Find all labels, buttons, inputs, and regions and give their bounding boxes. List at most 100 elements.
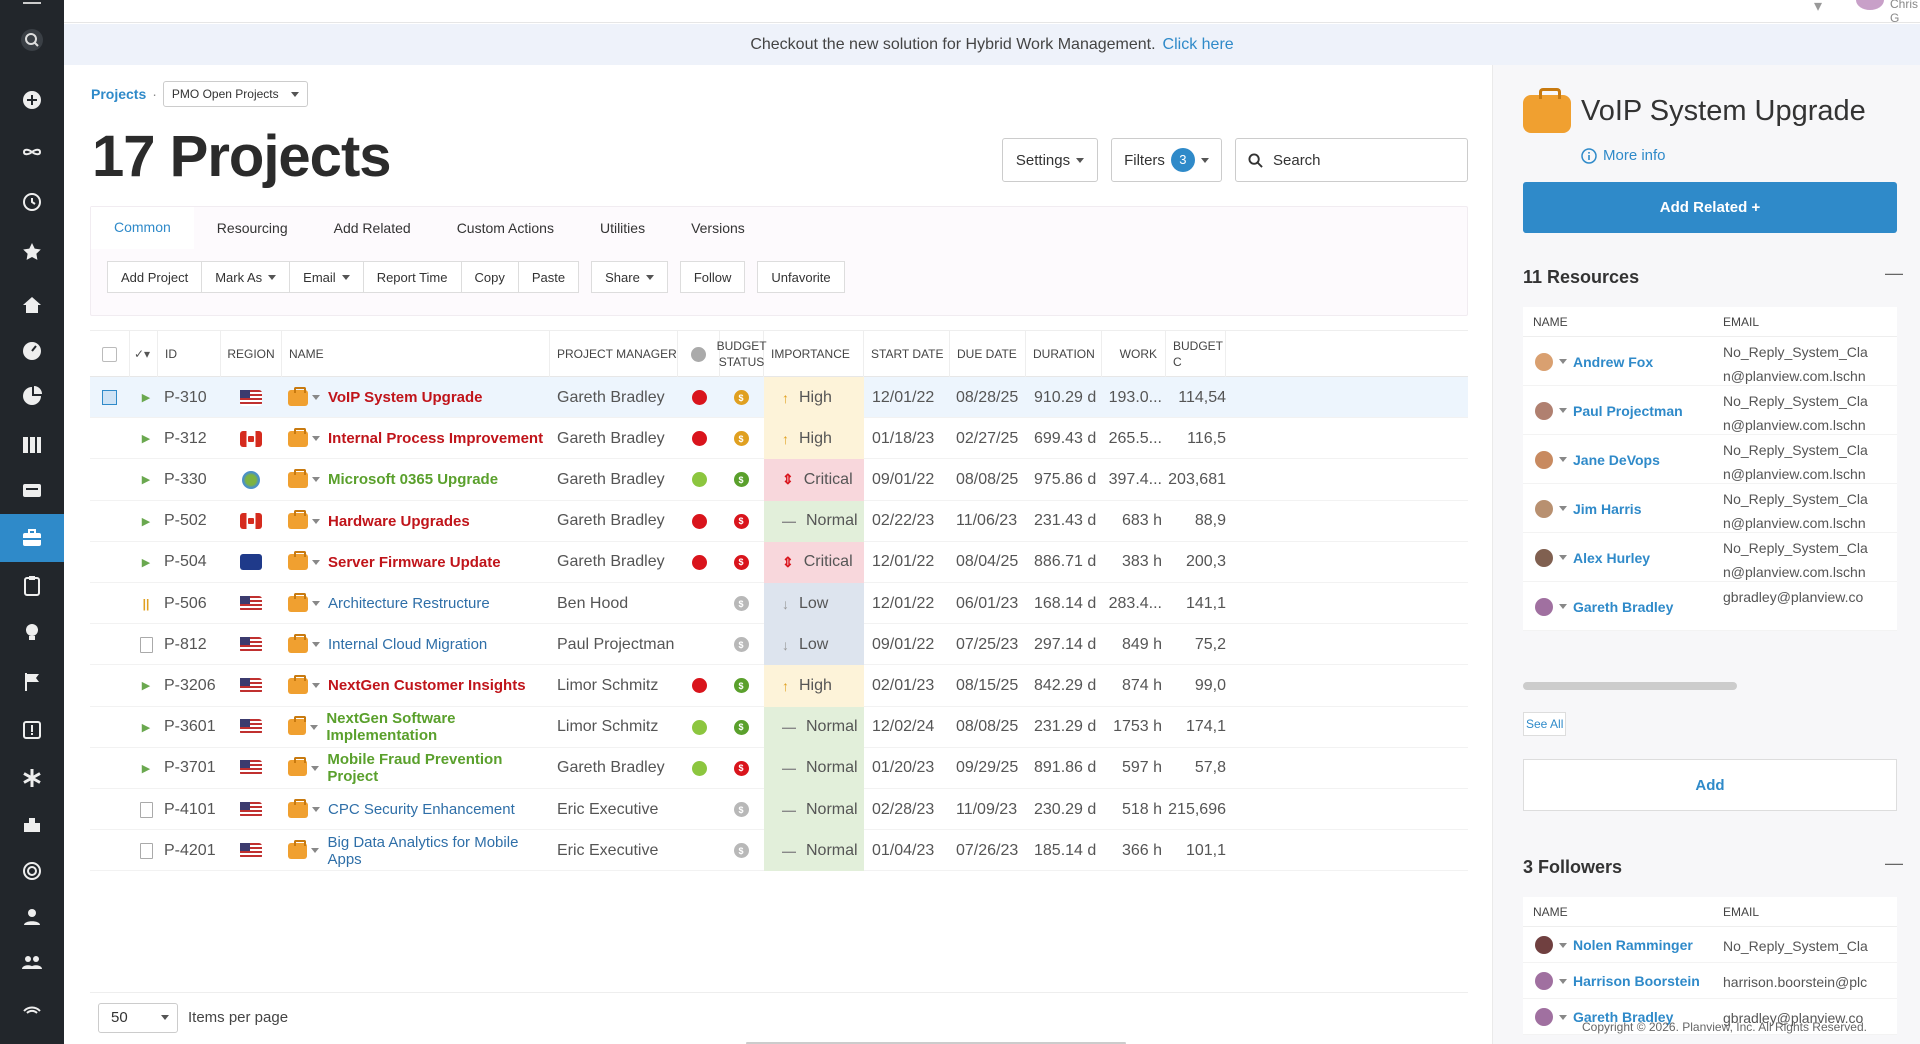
row-marker[interactable]: ▶ bbox=[134, 377, 158, 418]
row-checkbox[interactable] bbox=[90, 830, 130, 871]
row-name[interactable]: NextGen Software Implementation bbox=[288, 707, 550, 748]
add-icon[interactable] bbox=[0, 78, 64, 122]
action-paste-button[interactable]: Paste bbox=[517, 261, 580, 293]
row-name[interactable]: Microsoft 0365 Upgrade bbox=[288, 459, 550, 500]
banner-link[interactable]: Click here bbox=[1162, 35, 1234, 53]
settings-button[interactable]: Settings bbox=[1002, 138, 1098, 182]
row-marker[interactable]: ▶ bbox=[134, 542, 158, 583]
table-row[interactable]: ▶ P-502 Hardware Upgrades Gareth Bradley $ — N… bbox=[90, 500, 1468, 542]
row-marker[interactable] bbox=[134, 624, 158, 665]
list-item[interactable]: Andrew Fox No_Reply_System_Cla n@planview… bbox=[1523, 337, 1897, 386]
table-row[interactable]: ▶ P-330 Microsoft 0365 Upgrade Gareth Bradl… bbox=[90, 459, 1468, 501]
select-all-checkbox[interactable] bbox=[90, 331, 130, 377]
table-row[interactable]: ▶ P-3701 Mobile Fraud Prevention Project Ga… bbox=[90, 747, 1468, 789]
search-icon[interactable] bbox=[0, 18, 64, 62]
list-item[interactable]: Gareth Bradley gbradley@planview.co bbox=[1523, 999, 1897, 1035]
table-row[interactable]: P-4201 Big Data Analytics for Mobile Apps… bbox=[90, 830, 1468, 872]
resources-scrollbar[interactable] bbox=[1523, 682, 1737, 690]
action-add-project-button[interactable]: Add Project bbox=[107, 261, 203, 293]
bell-icon[interactable]: ▾ bbox=[1814, 0, 1823, 15]
table-row[interactable]: ▶ P-3206 NextGen Customer Insights Limor Sc… bbox=[90, 665, 1468, 707]
row-marker[interactable]: || bbox=[134, 583, 158, 624]
row-checkbox[interactable] bbox=[90, 665, 130, 706]
add-related-button[interactable]: Add Related + bbox=[1523, 182, 1897, 233]
row-marker[interactable]: ▶ bbox=[134, 418, 158, 459]
row-name[interactable]: VoIP System Upgrade bbox=[288, 377, 550, 418]
collapse-resources-button[interactable]: — bbox=[1885, 263, 1903, 283]
action-share-button[interactable]: Share bbox=[591, 261, 668, 293]
row-marker[interactable] bbox=[134, 830, 158, 871]
row-marker[interactable] bbox=[134, 789, 158, 830]
col-duration[interactable]: DURATION bbox=[1026, 331, 1102, 377]
person-name-link[interactable]: Andrew Fox bbox=[1573, 353, 1654, 370]
tab-versions[interactable]: Versions bbox=[691, 220, 745, 236]
list-item[interactable]: Jim Harris No_Reply_System_Cla n@planview… bbox=[1523, 484, 1897, 533]
project-name-link[interactable]: Mobile Fraud Prevention Project bbox=[327, 751, 503, 786]
col-importance[interactable]: IMPORTANCE bbox=[764, 331, 864, 377]
person-name-link[interactable]: Alex Hurley bbox=[1573, 549, 1651, 566]
project-name-link[interactable]: Internal Cloud Migration bbox=[328, 636, 488, 654]
col-status[interactable] bbox=[678, 331, 720, 377]
tab-resourcing[interactable]: Resourcing bbox=[216, 220, 288, 236]
col-work[interactable]: WORK bbox=[1102, 331, 1166, 377]
target-icon[interactable] bbox=[0, 849, 64, 893]
project-name-link[interactable]: CPC Security Enhancement bbox=[328, 801, 515, 819]
list-item[interactable]: Gareth Bradley gbradley@planview.co bbox=[1523, 582, 1897, 631]
col-budget-status[interactable]: BUDGET STATUS bbox=[717, 331, 767, 377]
project-name-link[interactable]: NextGen Software Implementation bbox=[326, 710, 456, 745]
project-name-link[interactable]: Server Firmware Update bbox=[328, 553, 501, 571]
row-checkbox[interactable] bbox=[90, 583, 130, 624]
table-row[interactable]: P-812 Internal Cloud Migration Paul Projec… bbox=[90, 624, 1468, 666]
row-name[interactable]: Architecture Restructure bbox=[288, 583, 550, 624]
col-name[interactable]: NAME bbox=[282, 331, 550, 377]
tab-add-related[interactable]: Add Related bbox=[333, 220, 411, 236]
table-row[interactable]: ▶ P-3601 NextGen Software Implementation Li… bbox=[90, 706, 1468, 748]
row-marker[interactable]: ▶ bbox=[134, 459, 158, 500]
project-name-link[interactable]: NextGen Customer Insights bbox=[328, 677, 526, 695]
action-unfavorite-button[interactable]: Unfavorite bbox=[757, 261, 845, 293]
puzzle-icon[interactable] bbox=[0, 803, 64, 847]
tab-utilities[interactable]: Utilities bbox=[599, 220, 646, 236]
view-select[interactable]: PMO Open Projects bbox=[162, 81, 308, 107]
row-name[interactable]: CPC Security Enhancement bbox=[288, 789, 550, 830]
home-icon[interactable] bbox=[0, 283, 64, 327]
table-row[interactable]: P-4101 CPC Security Enhancement Eric Execu… bbox=[90, 789, 1468, 831]
list-item[interactable]: Alex Hurley No_Reply_System_Cla n@planvie… bbox=[1523, 533, 1897, 582]
signal-icon[interactable] bbox=[0, 985, 64, 1029]
row-checkbox[interactable] bbox=[90, 418, 130, 459]
row-checkbox[interactable] bbox=[90, 501, 130, 542]
table-row[interactable]: ▶ P-310 VoIP System Upgrade Gareth Bradley $… bbox=[90, 377, 1468, 419]
tab-common[interactable]: Common bbox=[91, 207, 194, 249]
row-name[interactable]: Hardware Upgrades bbox=[288, 501, 550, 542]
project-name-link[interactable]: Microsoft 0365 Upgrade bbox=[328, 471, 499, 489]
pie-chart-icon[interactable] bbox=[0, 374, 64, 418]
person-name-link[interactable]: Paul Projectman bbox=[1573, 402, 1683, 419]
asterisk-icon[interactable] bbox=[0, 756, 64, 800]
action-copy-button[interactable]: Copy bbox=[460, 261, 519, 293]
row-checkbox[interactable] bbox=[90, 789, 130, 830]
action-mark-as-button[interactable]: Mark As bbox=[201, 261, 291, 293]
items-per-page-select[interactable]: 50 bbox=[98, 1002, 178, 1033]
horizontal-scrollbar[interactable] bbox=[746, 1040, 1126, 1044]
col-due-date[interactable]: DUE DATE bbox=[950, 331, 1026, 377]
star-icon[interactable] bbox=[0, 230, 64, 274]
row-checkbox[interactable] bbox=[90, 624, 130, 665]
sort-icon[interactable]: ✓▾ bbox=[130, 331, 158, 377]
table-row[interactable]: || P-506 Architecture Restructure Ben Hood $… bbox=[90, 583, 1468, 625]
person-name-link[interactable]: Jim Harris bbox=[1573, 500, 1642, 517]
row-checkbox[interactable] bbox=[90, 542, 130, 583]
project-name-link[interactable]: Internal Process Improvement bbox=[328, 430, 544, 448]
breadcrumb-projects-link[interactable]: Projects bbox=[91, 86, 147, 102]
row-name[interactable]: Internal Process Improvement bbox=[288, 418, 550, 459]
avatar[interactable] bbox=[1856, 0, 1884, 10]
menu-icon[interactable] bbox=[0, 0, 64, 26]
history-icon[interactable] bbox=[0, 180, 64, 224]
user-name[interactable]: Chris G bbox=[1890, 0, 1919, 25]
inbox-icon[interactable] bbox=[0, 468, 64, 512]
flag-icon[interactable] bbox=[0, 660, 64, 704]
col-region[interactable]: REGION bbox=[221, 331, 282, 377]
col-start-date[interactable]: START DATE bbox=[864, 331, 950, 377]
tab-custom-actions[interactable]: Custom Actions bbox=[456, 220, 554, 236]
dashboard-icon[interactable] bbox=[0, 328, 64, 372]
person-name-link[interactable]: Nolen Ramminger bbox=[1573, 937, 1693, 953]
